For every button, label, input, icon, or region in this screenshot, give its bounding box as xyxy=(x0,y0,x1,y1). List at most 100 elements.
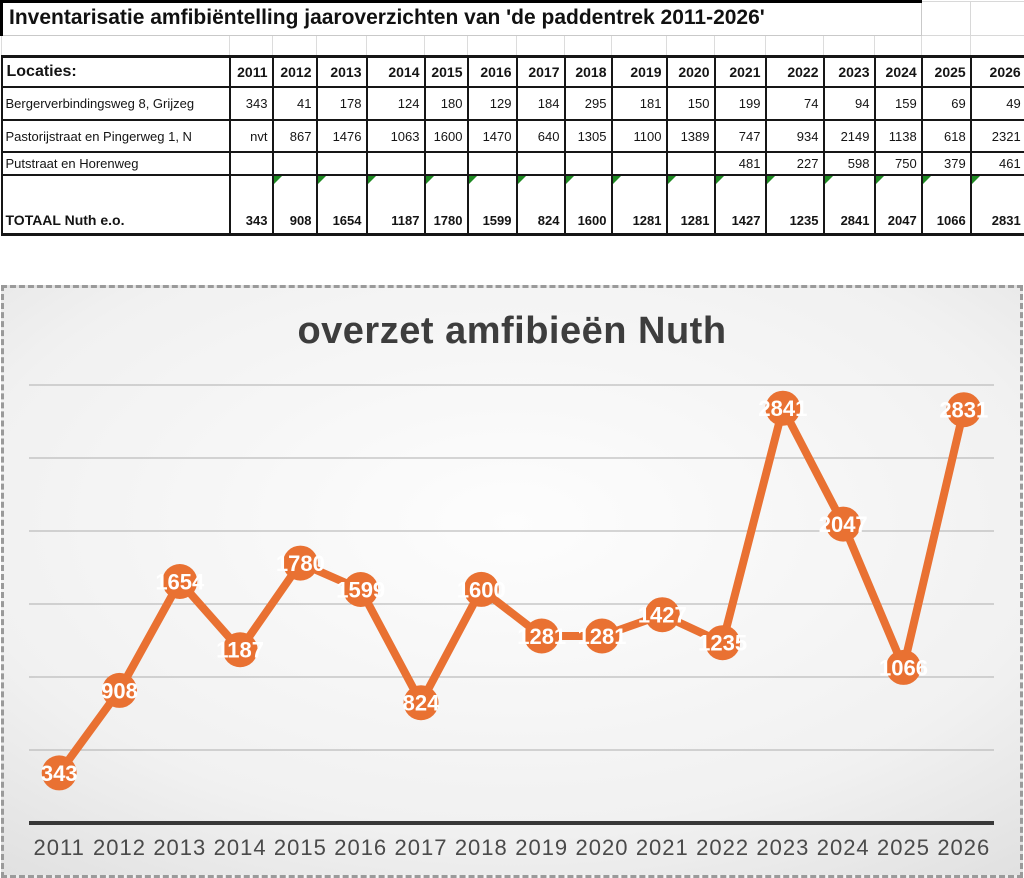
total-value-cell[interactable]: 1654 xyxy=(315,174,368,236)
year-header[interactable]: 2016 xyxy=(466,55,518,88)
data-point-marker[interactable] xyxy=(765,390,801,426)
value-cell[interactable]: 49 xyxy=(969,86,1024,121)
value-cell[interactable]: 227 xyxy=(764,151,825,176)
empty-cell[interactable] xyxy=(272,35,317,57)
data-point-marker[interactable] xyxy=(162,564,198,599)
empty-cell[interactable] xyxy=(1,35,230,57)
value-cell[interactable]: 747 xyxy=(713,119,767,153)
empty-cell[interactable] xyxy=(970,35,1024,57)
empty-cell[interactable] xyxy=(714,35,766,57)
table-title[interactable]: Inventarisatie amfibiëntelling jaaroverz… xyxy=(0,0,923,36)
value-cell[interactable]: 750 xyxy=(873,151,923,176)
value-cell[interactable]: 598 xyxy=(822,151,876,176)
value-cell[interactable]: 150 xyxy=(665,86,716,121)
value-cell[interactable]: 1138 xyxy=(873,119,923,153)
value-cell[interactable] xyxy=(228,151,274,176)
value-cell[interactable] xyxy=(423,151,469,176)
data-point-marker[interactable] xyxy=(705,625,741,661)
value-cell[interactable]: 1305 xyxy=(563,119,613,153)
year-header[interactable]: 2017 xyxy=(515,55,566,88)
value-cell[interactable]: 379 xyxy=(920,151,972,176)
value-cell[interactable]: 69 xyxy=(920,86,972,121)
year-header[interactable]: 2012 xyxy=(271,55,318,88)
value-cell[interactable]: 129 xyxy=(466,86,518,121)
empty-cell[interactable] xyxy=(316,35,367,57)
value-cell[interactable]: 2321 xyxy=(969,119,1024,153)
total-value-cell[interactable]: 1599 xyxy=(466,174,518,236)
total-value-cell[interactable]: 1066 xyxy=(920,174,972,236)
value-cell[interactable] xyxy=(466,151,518,176)
data-point-marker[interactable] xyxy=(343,572,379,607)
year-header[interactable]: 2020 xyxy=(665,55,716,88)
value-cell[interactable] xyxy=(271,151,318,176)
value-cell[interactable]: 1470 xyxy=(466,119,518,153)
empty-cell[interactable] xyxy=(424,35,468,57)
year-header[interactable]: 2019 xyxy=(610,55,668,88)
total-value-cell[interactable]: 2047 xyxy=(873,174,923,236)
data-point-marker[interactable] xyxy=(644,597,680,633)
empty-cell[interactable] xyxy=(611,35,667,57)
value-cell[interactable]: nvt xyxy=(228,119,274,153)
value-cell[interactable] xyxy=(563,151,613,176)
total-value-cell[interactable]: 1780 xyxy=(423,174,469,236)
value-cell[interactable]: 199 xyxy=(713,86,767,121)
total-value-cell[interactable]: 343 xyxy=(228,174,274,236)
data-point-marker[interactable] xyxy=(825,506,861,542)
data-point-marker[interactable] xyxy=(282,545,318,581)
series-line[interactable] xyxy=(55,404,968,777)
value-cell[interactable]: 934 xyxy=(764,119,825,153)
value-cell[interactable]: 295 xyxy=(563,86,613,121)
locaties-header[interactable]: Locaties: xyxy=(0,55,231,88)
data-point-marker[interactable] xyxy=(222,632,258,668)
total-value-cell[interactable]: 1600 xyxy=(563,174,613,236)
total-label[interactable]: TOTAAL Nuth e.o. xyxy=(0,174,231,236)
year-header[interactable]: 2025 xyxy=(920,55,972,88)
value-cell[interactable]: 178 xyxy=(315,86,368,121)
data-point-marker[interactable] xyxy=(403,685,439,721)
value-cell[interactable] xyxy=(315,151,368,176)
value-cell[interactable]: 461 xyxy=(969,151,1024,176)
empty-cell[interactable] xyxy=(467,35,517,57)
empty-cell[interactable] xyxy=(823,35,875,57)
value-cell[interactable] xyxy=(365,151,426,176)
year-header[interactable]: 2013 xyxy=(315,55,368,88)
year-header[interactable]: 2018 xyxy=(563,55,613,88)
empty-cell[interactable] xyxy=(921,35,972,57)
value-cell[interactable] xyxy=(665,151,716,176)
value-cell[interactable]: 74 xyxy=(764,86,825,121)
value-cell[interactable]: 124 xyxy=(365,86,426,121)
value-cell[interactable]: 2149 xyxy=(822,119,876,153)
value-cell[interactable] xyxy=(515,151,566,176)
data-point-marker[interactable] xyxy=(886,649,921,685)
empty-cell[interactable] xyxy=(765,35,824,57)
total-value-cell[interactable]: 1187 xyxy=(365,174,426,236)
total-value-cell[interactable]: 1281 xyxy=(610,174,668,236)
total-value-cell[interactable]: 2841 xyxy=(822,174,876,236)
value-cell[interactable]: 1476 xyxy=(315,119,368,153)
empty-cell[interactable] xyxy=(666,35,715,57)
empty-cell[interactable] xyxy=(873,35,923,57)
value-cell[interactable]: 159 xyxy=(873,86,923,121)
value-cell[interactable]: 180 xyxy=(423,86,469,121)
empty-cell[interactable] xyxy=(921,1,972,36)
location-label[interactable]: Putstraat en Horenweg xyxy=(0,151,231,176)
year-header[interactable]: 2024 xyxy=(873,55,923,88)
total-value-cell[interactable]: 824 xyxy=(515,174,566,236)
value-cell[interactable] xyxy=(610,151,668,176)
data-point-marker[interactable] xyxy=(584,618,620,654)
location-label[interactable]: Bergerverbindingsweg 8, Grijzeg xyxy=(0,86,231,121)
value-cell[interactable]: 94 xyxy=(822,86,876,121)
total-value-cell[interactable]: 1235 xyxy=(764,174,825,236)
year-header[interactable]: 2021 xyxy=(713,55,767,88)
value-cell[interactable]: 618 xyxy=(920,119,972,153)
year-header[interactable]: 2022 xyxy=(764,55,825,88)
location-label[interactable]: Pastorijstraat en Pingerweg 1, N xyxy=(0,119,231,153)
data-point-marker[interactable] xyxy=(102,672,137,708)
value-cell[interactable]: 181 xyxy=(610,86,668,121)
value-cell[interactable]: 184 xyxy=(515,86,566,121)
empty-cell[interactable] xyxy=(564,35,612,57)
data-point-marker[interactable] xyxy=(41,755,77,791)
year-header[interactable]: 2015 xyxy=(423,55,469,88)
data-point-marker[interactable] xyxy=(946,392,982,428)
year-header[interactable]: 2014 xyxy=(365,55,426,88)
